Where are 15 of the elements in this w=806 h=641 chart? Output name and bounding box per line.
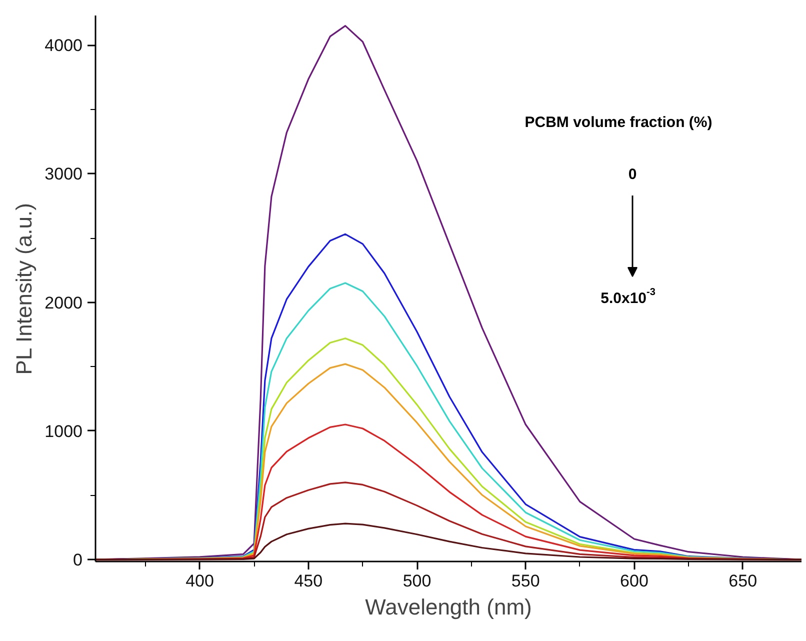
x-tick-label: 550 <box>511 572 540 590</box>
annotation: PCBM volume fraction (%) <box>524 114 712 131</box>
annotation: 0 <box>628 166 637 183</box>
y-tick-label: 3000 <box>44 164 83 184</box>
x-tick-label: 450 <box>294 572 323 590</box>
y-axis-title: PL Intensity (a.u.) <box>12 203 37 375</box>
x-axis-title: Wavelength (nm) <box>365 594 532 620</box>
x-tick-label: 400 <box>186 572 214 590</box>
y-tick-label: 0 <box>73 550 83 570</box>
x-tick-label: 600 <box>620 572 648 590</box>
y-tick-label: 4000 <box>44 36 83 56</box>
x-tick-label: 650 <box>728 572 758 590</box>
x-tick-label: 500 <box>402 572 432 590</box>
y-tick-label: 2000 <box>44 293 83 312</box>
y-tick-label: 1000 <box>44 422 83 441</box>
